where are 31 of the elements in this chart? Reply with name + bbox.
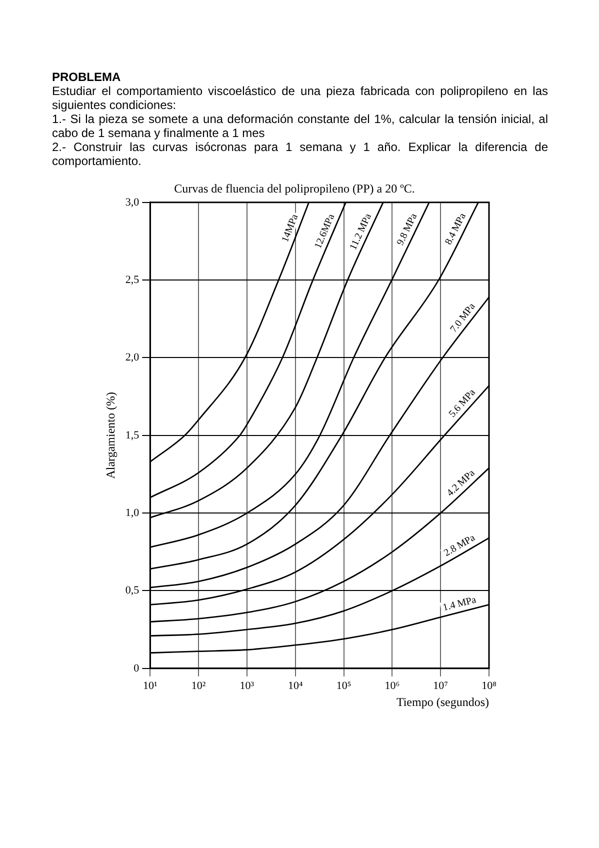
text: 5.6 MPa xyxy=(447,386,478,420)
x-axis-title: Tiempo (segundos) xyxy=(396,694,489,709)
text: 2.- Construir las curvas isócronas para 1 semana y 1 año. Explicar la diferencia de comportamiento. xyxy=(52,140,548,168)
x-tick-label: 10⁴ xyxy=(288,680,303,692)
x-tick-label: 10⁶ xyxy=(384,680,400,692)
y-tick-label: 2,5 xyxy=(125,274,140,286)
x-tick-label: 10² xyxy=(191,680,206,692)
text: Estudiar el comportamiento viscoelástico de una pieza fabricada con polipropileno en las siguientes condiciones: xyxy=(52,84,548,112)
text: 14MPa xyxy=(280,212,301,244)
text: 11.2 MPa xyxy=(348,212,374,252)
x-tick-label: 10⁵ xyxy=(336,680,352,692)
x-tick-label: 10⁷ xyxy=(433,680,448,692)
text: PROBLEMA xyxy=(52,70,122,84)
x-tick-label: 10⁸ xyxy=(482,680,497,692)
y-tick-label: 3,0 xyxy=(125,196,140,208)
x-tick-label: 10¹ xyxy=(142,680,158,692)
y-tick-label: 1,0 xyxy=(125,506,140,519)
text: 1.- Si la pieza se somete a una deformación constante del 1%, calcular la tensión inicial, al cabo de 1 semana y finalmente a 1 mes xyxy=(52,112,548,140)
y-tick-label: 1,5 xyxy=(125,429,140,442)
y-tick-label: 0,5 xyxy=(125,584,140,597)
text: 7.0 MPa xyxy=(448,300,478,335)
text: 1.4 MPa xyxy=(442,594,478,614)
text: 2.8 MPa xyxy=(442,532,478,559)
y-tick-label: 2,0 xyxy=(125,352,140,364)
chart-title: Curvas de fluencia del polipropileno (PP) a 20 ºC. xyxy=(174,181,415,196)
text: 8.4 MPa xyxy=(443,211,469,247)
text: 4.2 MPa xyxy=(444,467,478,499)
y-tick-label: 0 xyxy=(134,662,140,674)
text: 9.8 MPa xyxy=(395,211,420,248)
x-tick-label: 10³ xyxy=(240,680,255,692)
y-axis-title: Alargamiento (%) xyxy=(103,392,118,479)
